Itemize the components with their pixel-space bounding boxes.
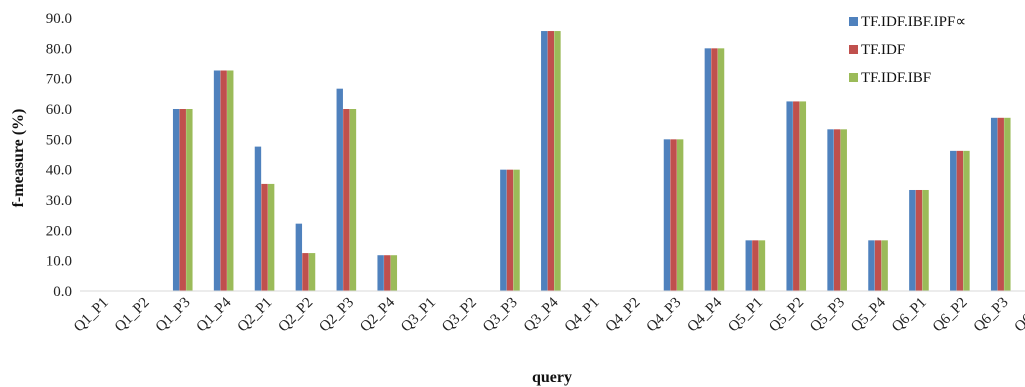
bar <box>874 240 882 291</box>
x-tick-label: Q3_P4 <box>521 294 562 335</box>
bar <box>295 223 303 291</box>
x-tick-label: Q3_P1 <box>398 295 439 336</box>
y-axis-ticks: 0.0 10.0 20.0 30.0 40.0 50.0 60.0 70.0 80.0 90.0 <box>46 11 72 300</box>
y-tick-label: 50.0 <box>46 132 72 148</box>
bar <box>881 240 888 291</box>
x-axis-ticks: Q1_P1 Q1_P2 Q1_P3 Q1_P4 Q2_P1 Q2_P2 Q2_P3 Q2_P4… <box>71 294 1025 335</box>
bars <box>172 31 1011 292</box>
bar <box>254 146 262 291</box>
x-tick-label: Q1_P3 <box>153 295 194 336</box>
bar <box>922 189 929 291</box>
bar <box>868 240 875 291</box>
bar <box>963 150 970 291</box>
bar <box>336 88 343 292</box>
y-tick-label: 60.0 <box>46 102 72 118</box>
y-axis-title: f-measure (%) <box>10 109 27 208</box>
bar <box>500 169 507 291</box>
bar <box>513 169 520 291</box>
y-tick-label: 30.0 <box>46 193 72 209</box>
bar <box>786 101 793 291</box>
bar <box>554 31 561 291</box>
x-tick-label: Q6_P2 <box>930 295 971 336</box>
bar <box>915 189 923 291</box>
bar <box>261 183 268 291</box>
y-tick-label: 70.0 <box>46 72 72 88</box>
bar <box>227 70 234 291</box>
bar <box>704 48 712 291</box>
legend-label: TF.IDF <box>861 42 905 58</box>
y-tick-label: 0.0 <box>53 284 72 300</box>
bar <box>956 150 964 291</box>
bar <box>752 240 759 291</box>
bar <box>745 240 752 291</box>
bar <box>833 129 841 291</box>
x-tick-label: Q2_P3 <box>316 295 357 336</box>
x-tick-label: Q6_P3 <box>971 295 1012 336</box>
y-tick-label: 90.0 <box>46 11 72 27</box>
bar <box>267 183 275 291</box>
bar <box>506 169 514 291</box>
bar <box>793 101 800 291</box>
bar <box>663 139 671 291</box>
bar <box>213 70 221 291</box>
x-tick-label: Q4_P3 <box>644 295 685 336</box>
bar <box>220 70 227 291</box>
bar <box>186 109 193 291</box>
legend-swatch <box>849 45 858 54</box>
x-tick-label: Q5_P3 <box>807 295 848 336</box>
x-tick-label: Q1_P1 <box>71 295 112 336</box>
x-tick-label: Q4_P2 <box>603 295 644 336</box>
bar <box>827 129 834 291</box>
bar <box>179 109 186 291</box>
bar <box>676 139 684 291</box>
x-tick-label: Q6_P1 <box>889 295 930 336</box>
x-tick-label: Q2_P2 <box>275 295 316 336</box>
y-tick-label: 40.0 <box>46 163 72 179</box>
bar <box>990 117 998 291</box>
bar <box>799 101 807 291</box>
legend-swatch <box>849 73 858 82</box>
x-tick-label: Q5_P4 <box>848 294 889 335</box>
bar <box>1004 117 1011 291</box>
x-tick-label: Q2_P1 <box>235 295 276 336</box>
bar <box>384 255 391 291</box>
bar <box>343 109 350 291</box>
bar <box>308 253 316 291</box>
x-tick-label: Q4_P1 <box>562 295 603 336</box>
x-tick-label: Q1_P2 <box>112 295 153 336</box>
bar <box>390 255 398 291</box>
x-tick-label: Q2_P4 <box>357 294 398 335</box>
legend-label: TF.IDF.IBF <box>861 70 931 86</box>
bar <box>758 240 766 291</box>
bar <box>541 31 548 291</box>
bar <box>547 31 555 291</box>
bar <box>717 48 725 291</box>
x-tick-label: Q1_P4 <box>194 294 235 335</box>
bar <box>711 48 718 291</box>
bar <box>377 255 384 291</box>
legend-swatch <box>849 17 858 26</box>
bar <box>840 129 847 291</box>
y-tick-label: 20.0 <box>46 223 72 239</box>
x-tick-label: Q5_P1 <box>725 295 766 336</box>
x-tick-label: Q5_P2 <box>766 295 807 336</box>
x-tick-label: Q4_P4 <box>684 294 725 335</box>
bar <box>997 117 1004 291</box>
bar <box>172 109 180 291</box>
bar <box>302 253 309 291</box>
bar <box>909 189 916 291</box>
bar <box>349 109 357 291</box>
bar <box>950 150 957 291</box>
legend-label: TF.IDF.IBF.IPF∝ <box>861 14 966 30</box>
x-tick-label: Q6_P4 <box>1012 294 1025 335</box>
x-tick-label: Q3_P3 <box>480 295 521 336</box>
y-tick-label: 80.0 <box>46 41 72 57</box>
y-tick-label: 10.0 <box>46 254 72 270</box>
x-tick-label: Q3_P2 <box>439 295 480 336</box>
legend: TF.IDF.IBF.IPF∝ TF.IDF TF.IDF.IBF <box>849 14 966 86</box>
bar <box>670 139 677 291</box>
x-axis-title: query <box>532 369 572 386</box>
